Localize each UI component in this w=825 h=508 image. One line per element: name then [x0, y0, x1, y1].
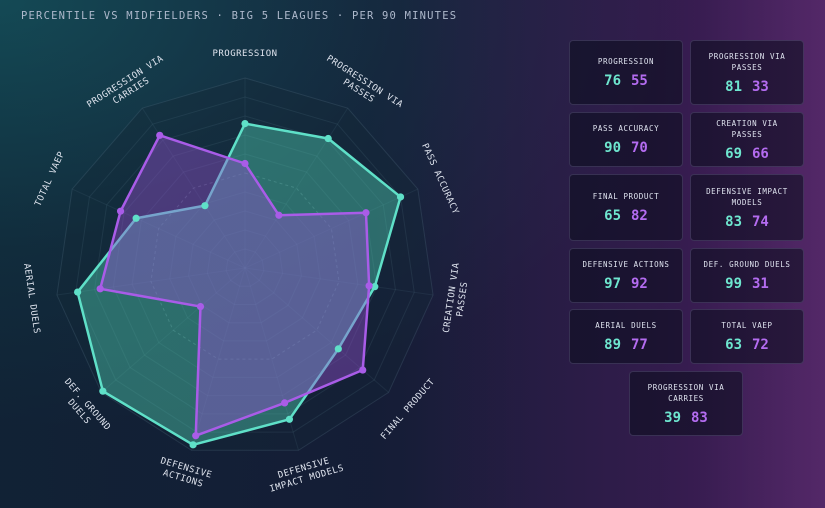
stat-card-def-ground-duels: DEF. GROUND DUELS 99 31 [690, 248, 804, 303]
player1-value: 90 [604, 140, 621, 156]
player2-value: 74 [752, 213, 769, 230]
radar-spoke [101, 267, 246, 393]
radar-series-2-point [359, 366, 367, 374]
player1-value: 76 [604, 73, 621, 89]
radar-grid-ring [150, 172, 340, 360]
player2-value: 82 [631, 208, 648, 224]
radar-series-1-point [334, 345, 342, 353]
stat-card-label: DEFENSIVE ACTIONS [582, 260, 670, 269]
radar-series-1-point [285, 415, 294, 423]
stat-card-final-product: FINAL PRODUCT 65 82 [569, 174, 683, 241]
radar-grid-ring [169, 191, 321, 342]
radar-spoke [244, 188, 419, 269]
stat-card-creation-via-passes: CREATION VIA PASSES 69 66 [690, 112, 804, 167]
radar-series-1-point [99, 387, 107, 395]
radar-series-2-point [275, 211, 283, 219]
radar-grid-ring [188, 210, 302, 324]
radar-grid-ring [112, 134, 378, 397]
stat-card-label: PROGRESSION [597, 57, 655, 66]
radar-series-1-point [189, 441, 197, 449]
stat-card-label: FINAL PRODUCT [592, 192, 660, 201]
radar-grid-ring [206, 229, 284, 305]
stat-card-label: AERIAL DUELS [595, 321, 657, 330]
radar-series-1-area [76, 122, 402, 447]
page-title: PERCENTILE VS MIDFIELDERS · BIG 5 LEAGUE… [21, 10, 458, 22]
player1-value: 97 [604, 276, 621, 292]
player2-value: 31 [752, 276, 769, 292]
player2-value: 92 [631, 276, 648, 292]
stat-card-label: DEF. GROUND DUELS [703, 260, 791, 269]
stat-card-label: DEFENSIVE IMPACT MODELS [706, 186, 788, 207]
stat-card-total-vaep: TOTAL VAEP 63 72 [690, 309, 804, 364]
radar-grid-ring [94, 115, 396, 415]
radar-axis-label: CREATION VIAPASSES [442, 262, 473, 335]
radar-axis-label: DEFENSIVEIMPACT MODELS [266, 453, 346, 495]
player1-value: 81 [725, 78, 742, 95]
radar-series-2-point [116, 207, 125, 215]
player2-value: 70 [631, 140, 648, 156]
stat-card-label: PASS ACCURACY [592, 124, 660, 133]
stat-card-defensive-impact-models: DEFENSIVE IMPACT MODELS 83 74 [690, 174, 804, 241]
player1-value: 99 [725, 276, 742, 292]
stat-card-label: CREATION VIA PASSES [716, 118, 778, 139]
radar-series-1-point [132, 214, 140, 222]
stat-card-defensive-actions: DEFENSIVE ACTIONS 97 92 [569, 248, 683, 303]
radar-series-1-point [324, 134, 332, 143]
radar-series-1-point [371, 283, 379, 291]
radar-series [76, 122, 402, 447]
stat-card-aerial-duels: AERIAL DUELS 89 77 [569, 309, 683, 364]
stat-card-progression-via-carries: PROGRESSION VIA CARRIES 39 83 [629, 371, 743, 436]
player2-value: 72 [752, 337, 769, 353]
radar-spoke [244, 267, 434, 296]
stat-card-pass-accuracy: PASS ACCURACY 90 70 [569, 112, 683, 167]
radar-series-2-point [362, 209, 370, 217]
radar-series-2-area [98, 134, 371, 437]
radar-series-2-point [241, 159, 249, 168]
player1-value: 63 [725, 337, 742, 353]
player2-value: 77 [631, 337, 648, 353]
player1-value: 89 [604, 337, 621, 353]
player1-value: 83 [725, 213, 742, 230]
player1-value: 39 [664, 409, 681, 426]
stat-card-label: PROGRESSION VIA PASSES [708, 51, 786, 72]
radar-series-1-point [241, 120, 249, 128]
player1-value: 65 [604, 208, 621, 224]
player1-value: 69 [725, 145, 742, 162]
radar-grid-outer [56, 77, 434, 451]
stat-card-progression: PROGRESSION 76 55 [569, 40, 683, 105]
radar-axis-label: TOTAL VAEP [33, 150, 67, 208]
player2-value: 33 [752, 78, 769, 95]
radar-spoke [244, 107, 349, 269]
player2-value: 66 [752, 145, 769, 162]
radar-series-2-point [192, 432, 200, 440]
radar-series-1-point [396, 193, 405, 201]
stat-card-label: PROGRESSION VIA CARRIES [647, 382, 725, 403]
radar-series-2-point [96, 285, 104, 293]
radar-series-2-point [156, 131, 164, 139]
stat-card-progression-via-passes: PROGRESSION VIA PASSES 81 33 [690, 40, 804, 105]
radar-spoke [71, 188, 246, 269]
radar-axis-label: PASS ACCURACY [419, 142, 460, 216]
radar-grid-ring [225, 248, 265, 287]
player2-value: 55 [631, 73, 648, 89]
radar-points [74, 120, 405, 449]
radar-series-1-point [201, 202, 209, 210]
radar-axis-label: AERIAL DUELS [21, 263, 41, 335]
radar-series-2-point [365, 282, 373, 290]
radar-series-1-point [74, 288, 82, 296]
radar-spoke [56, 267, 246, 296]
radar-axis-label: DEFENSIVEACTIONS [156, 456, 213, 491]
radar-grid [56, 77, 434, 451]
player2-value: 83 [691, 409, 708, 426]
radar-spoke [190, 267, 246, 451]
radar-axis-label: PROGRESSION [212, 49, 277, 59]
stat-card-label: TOTAL VAEP [721, 321, 773, 330]
radar-series-2-point [281, 399, 289, 407]
radar-series-2-point [196, 302, 205, 311]
